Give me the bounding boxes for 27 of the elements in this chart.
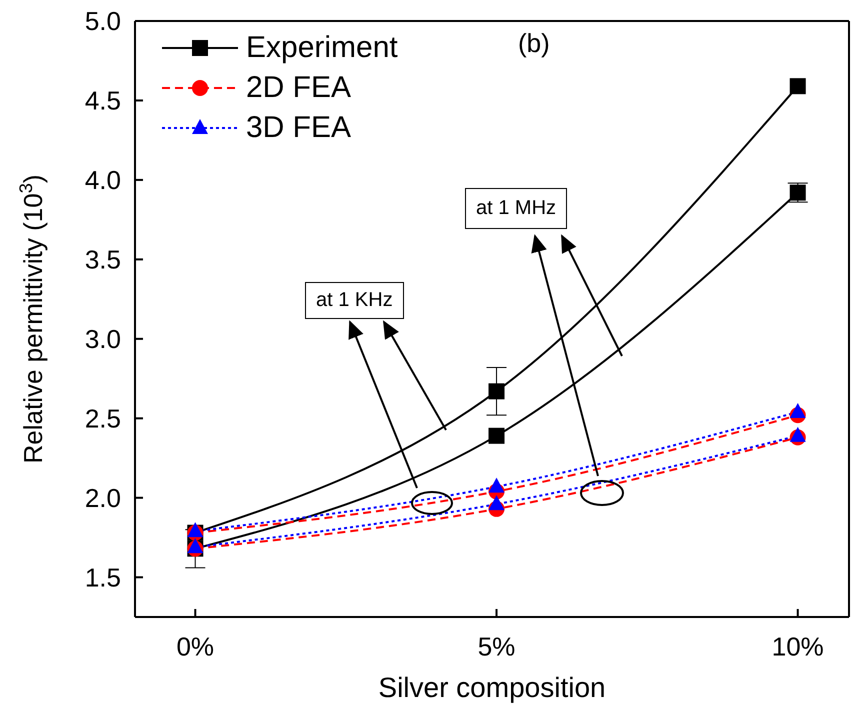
y-tick-label: 3.0 (84, 324, 121, 354)
legend-label: 3D FEA (246, 111, 352, 145)
y-tick-label: 2.5 (84, 404, 121, 434)
y-tick-label: 5.0 (84, 6, 121, 36)
y-tick-label: 1.5 (84, 562, 121, 592)
x-axis-title: Silver composition (378, 672, 606, 703)
point (187, 538, 204, 554)
annotation: at 1 KHz (305, 282, 404, 319)
y-tick-label: 4.0 (84, 165, 121, 196)
legend-label: Experiment (246, 31, 398, 65)
x-tick-label: 5% (478, 631, 516, 662)
y-tick-label: 3.5 (84, 244, 121, 275)
point (488, 495, 505, 510)
point (790, 426, 806, 442)
x-tick-label: 0% (176, 631, 214, 662)
point (790, 402, 806, 418)
point (488, 428, 505, 444)
point (187, 522, 204, 538)
point (790, 78, 806, 94)
x-tick-label: 10% (772, 631, 824, 662)
annotation: (b) (518, 28, 550, 59)
legend-label: 2D FEA (246, 71, 352, 105)
y-tick-label: 2.0 (84, 483, 121, 514)
y-tick-label: 4.5 (84, 86, 121, 116)
point (488, 478, 505, 493)
point (488, 383, 505, 400)
annotation: at 1 MHz (465, 188, 568, 229)
